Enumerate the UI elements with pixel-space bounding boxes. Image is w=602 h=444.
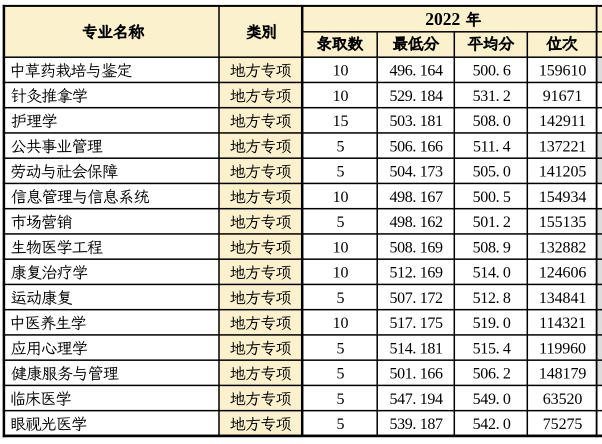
svg-text:10: 10 <box>333 63 349 80</box>
svg-text:2022: 2022 <box>425 9 460 29</box>
svg-text:148179: 148179 <box>539 366 587 383</box>
svg-text:5: 5 <box>337 290 345 307</box>
svg-text:549. 0: 549. 0 <box>473 391 511 408</box>
svg-text:508. 169: 508. 169 <box>389 239 443 256</box>
svg-text:142911: 142911 <box>539 113 586 130</box>
svg-text:132882: 132882 <box>539 239 587 256</box>
svg-text:5: 5 <box>337 340 345 357</box>
svg-text:515. 4: 515. 4 <box>473 340 511 357</box>
svg-text:5: 5 <box>337 391 345 408</box>
svg-text:500. 6: 500. 6 <box>473 63 511 80</box>
svg-text:114321: 114321 <box>539 315 586 332</box>
svg-text:504. 173: 504. 173 <box>389 164 443 181</box>
svg-text:5: 5 <box>337 164 345 181</box>
svg-text:505. 0: 505. 0 <box>473 164 511 181</box>
svg-text:10: 10 <box>333 315 349 332</box>
svg-text:517. 175: 517. 175 <box>389 315 443 332</box>
svg-text:506. 166: 506. 166 <box>389 138 443 155</box>
svg-text:529. 184: 529. 184 <box>389 88 443 105</box>
svg-text:508. 9: 508. 9 <box>473 239 511 256</box>
svg-text:506. 2: 506. 2 <box>473 366 511 383</box>
svg-text:500. 5: 500. 5 <box>473 189 511 206</box>
svg-text:159610: 159610 <box>539 63 587 80</box>
svg-text:63520: 63520 <box>543 391 583 408</box>
svg-text:511. 4: 511. 4 <box>473 138 511 155</box>
svg-text:5: 5 <box>337 416 345 433</box>
svg-text:514. 181: 514. 181 <box>389 340 443 357</box>
svg-text:512. 8: 512. 8 <box>473 290 511 307</box>
svg-text:501. 2: 501. 2 <box>473 214 511 231</box>
svg-text:501. 166: 501. 166 <box>389 366 443 383</box>
svg-text:124606: 124606 <box>539 265 587 282</box>
svg-text:155135: 155135 <box>539 214 587 231</box>
svg-text:10: 10 <box>333 88 349 105</box>
svg-text:503. 181: 503. 181 <box>389 113 443 130</box>
svg-text:141205: 141205 <box>539 164 587 181</box>
svg-text:508. 0: 508. 0 <box>473 113 511 130</box>
svg-text:5: 5 <box>337 366 345 383</box>
svg-text:137221: 137221 <box>539 138 587 155</box>
svg-text:5: 5 <box>337 214 345 231</box>
svg-text:512. 169: 512. 169 <box>389 265 443 282</box>
svg-text:10: 10 <box>333 189 349 206</box>
svg-text:15: 15 <box>333 113 349 130</box>
svg-text:119960: 119960 <box>539 340 586 357</box>
svg-text:498. 167: 498. 167 <box>389 189 443 206</box>
svg-text:75275: 75275 <box>543 416 583 433</box>
svg-text:10: 10 <box>333 265 349 282</box>
svg-text:154934: 154934 <box>539 189 587 206</box>
svg-text:547. 194: 547. 194 <box>389 391 443 408</box>
svg-text:542. 0: 542. 0 <box>473 416 511 433</box>
svg-text:5: 5 <box>337 138 345 155</box>
svg-text:507. 172: 507. 172 <box>389 290 443 307</box>
svg-text:498. 162: 498. 162 <box>389 214 443 231</box>
svg-text:10: 10 <box>333 239 349 256</box>
svg-text:514. 0: 514. 0 <box>473 265 511 282</box>
svg-text:539. 187: 539. 187 <box>389 416 443 433</box>
svg-text:91671: 91671 <box>543 88 583 105</box>
svg-text:519. 0: 519. 0 <box>473 315 511 332</box>
svg-text:496. 164: 496. 164 <box>389 63 443 80</box>
svg-text:531. 2: 531. 2 <box>473 88 511 105</box>
svg-text:134841: 134841 <box>539 290 587 307</box>
